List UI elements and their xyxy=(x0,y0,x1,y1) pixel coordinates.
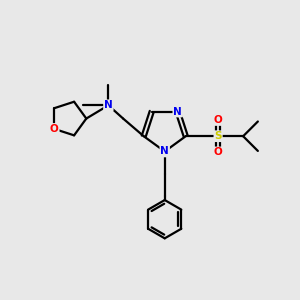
Text: O: O xyxy=(214,147,223,158)
Text: O: O xyxy=(214,115,223,125)
Text: N: N xyxy=(160,146,169,157)
Text: N: N xyxy=(173,106,182,116)
Text: S: S xyxy=(214,131,222,141)
Text: O: O xyxy=(50,124,59,134)
Text: N: N xyxy=(104,100,113,110)
